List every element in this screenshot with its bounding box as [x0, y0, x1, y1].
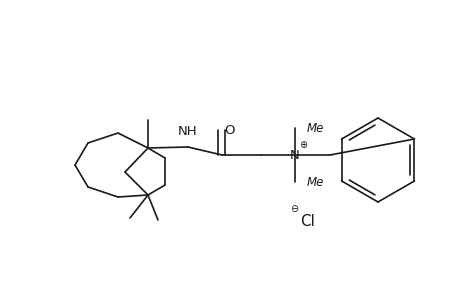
Text: O: O: [224, 124, 235, 136]
Text: Cl: Cl: [300, 214, 315, 230]
Text: Me: Me: [306, 122, 324, 134]
Text: N: N: [290, 148, 299, 161]
Text: Me: Me: [306, 176, 324, 188]
Text: ⊕: ⊕: [298, 140, 307, 150]
Text: NH: NH: [178, 125, 197, 138]
Text: ⊖: ⊖: [289, 204, 297, 214]
